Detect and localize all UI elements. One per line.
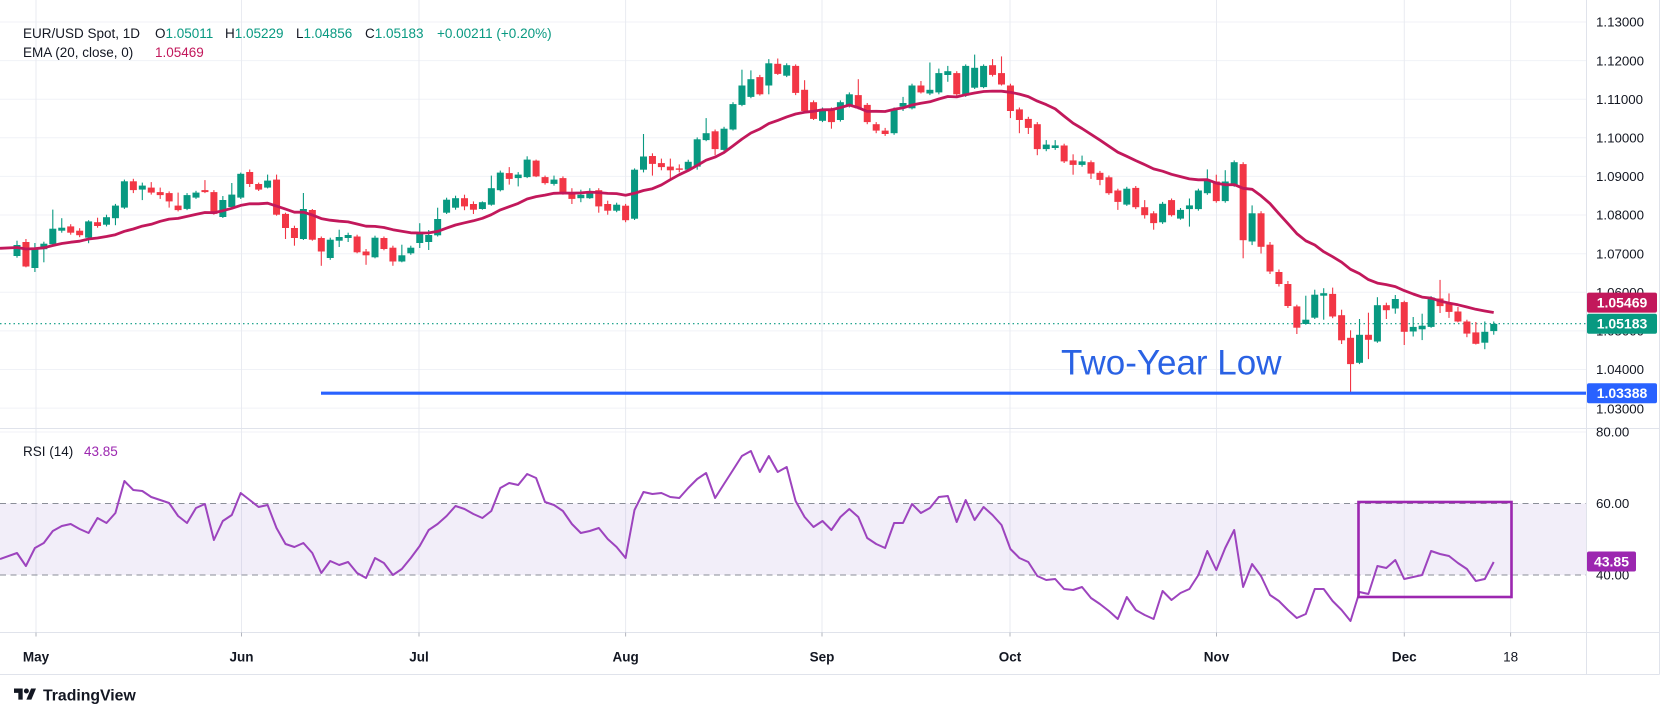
- svg-text:80.00: 80.00: [1596, 425, 1629, 440]
- svg-text:Aug: Aug: [612, 650, 638, 665]
- svg-text:1.05183: 1.05183: [1597, 316, 1648, 332]
- svg-text:Jul: Jul: [409, 650, 429, 665]
- svg-text:1.08000: 1.08000: [1596, 208, 1644, 223]
- svg-text:H1.05229: H1.05229: [225, 26, 284, 41]
- svg-text:C1.05183: C1.05183: [365, 26, 424, 41]
- svg-text:Sep: Sep: [810, 650, 835, 665]
- svg-text:1.03388: 1.03388: [1597, 385, 1648, 401]
- svg-text:TradingView: TradingView: [43, 688, 136, 705]
- svg-text:+0.00211 (+0.20%): +0.00211 (+0.20%): [437, 26, 552, 41]
- svg-text:60.00: 60.00: [1596, 496, 1629, 511]
- svg-text:1.05469: 1.05469: [155, 45, 204, 60]
- svg-text:1.13000: 1.13000: [1596, 15, 1644, 30]
- svg-text:RSI (14): RSI (14): [23, 444, 73, 459]
- svg-text:43.85: 43.85: [84, 444, 118, 459]
- svg-text:1.09000: 1.09000: [1596, 169, 1644, 184]
- svg-text:Two-Year Low: Two-Year Low: [1061, 344, 1282, 383]
- svg-text:Jun: Jun: [229, 650, 253, 665]
- svg-text:May: May: [23, 650, 50, 665]
- svg-text:18: 18: [1503, 650, 1518, 665]
- svg-text:1.03000: 1.03000: [1596, 402, 1644, 417]
- svg-text:1.07000: 1.07000: [1596, 246, 1644, 261]
- svg-text:1.12000: 1.12000: [1596, 53, 1644, 68]
- svg-text:1.05469: 1.05469: [1597, 295, 1648, 311]
- svg-text:Dec: Dec: [1392, 650, 1417, 665]
- svg-text:EMA (20, close, 0): EMA (20, close, 0): [23, 45, 133, 60]
- svg-text:1.11000: 1.11000: [1596, 92, 1643, 107]
- svg-text:L1.04856: L1.04856: [296, 26, 352, 41]
- svg-text:EUR/USD Spot, 1D: EUR/USD Spot, 1D: [23, 26, 140, 41]
- svg-text:O1.05011: O1.05011: [155, 26, 213, 41]
- svg-text:Nov: Nov: [1204, 650, 1230, 665]
- svg-text:1.04000: 1.04000: [1596, 362, 1644, 377]
- svg-text:Oct: Oct: [999, 650, 1022, 665]
- svg-text:43.85: 43.85: [1594, 554, 1629, 570]
- svg-text:1.10000: 1.10000: [1596, 131, 1644, 146]
